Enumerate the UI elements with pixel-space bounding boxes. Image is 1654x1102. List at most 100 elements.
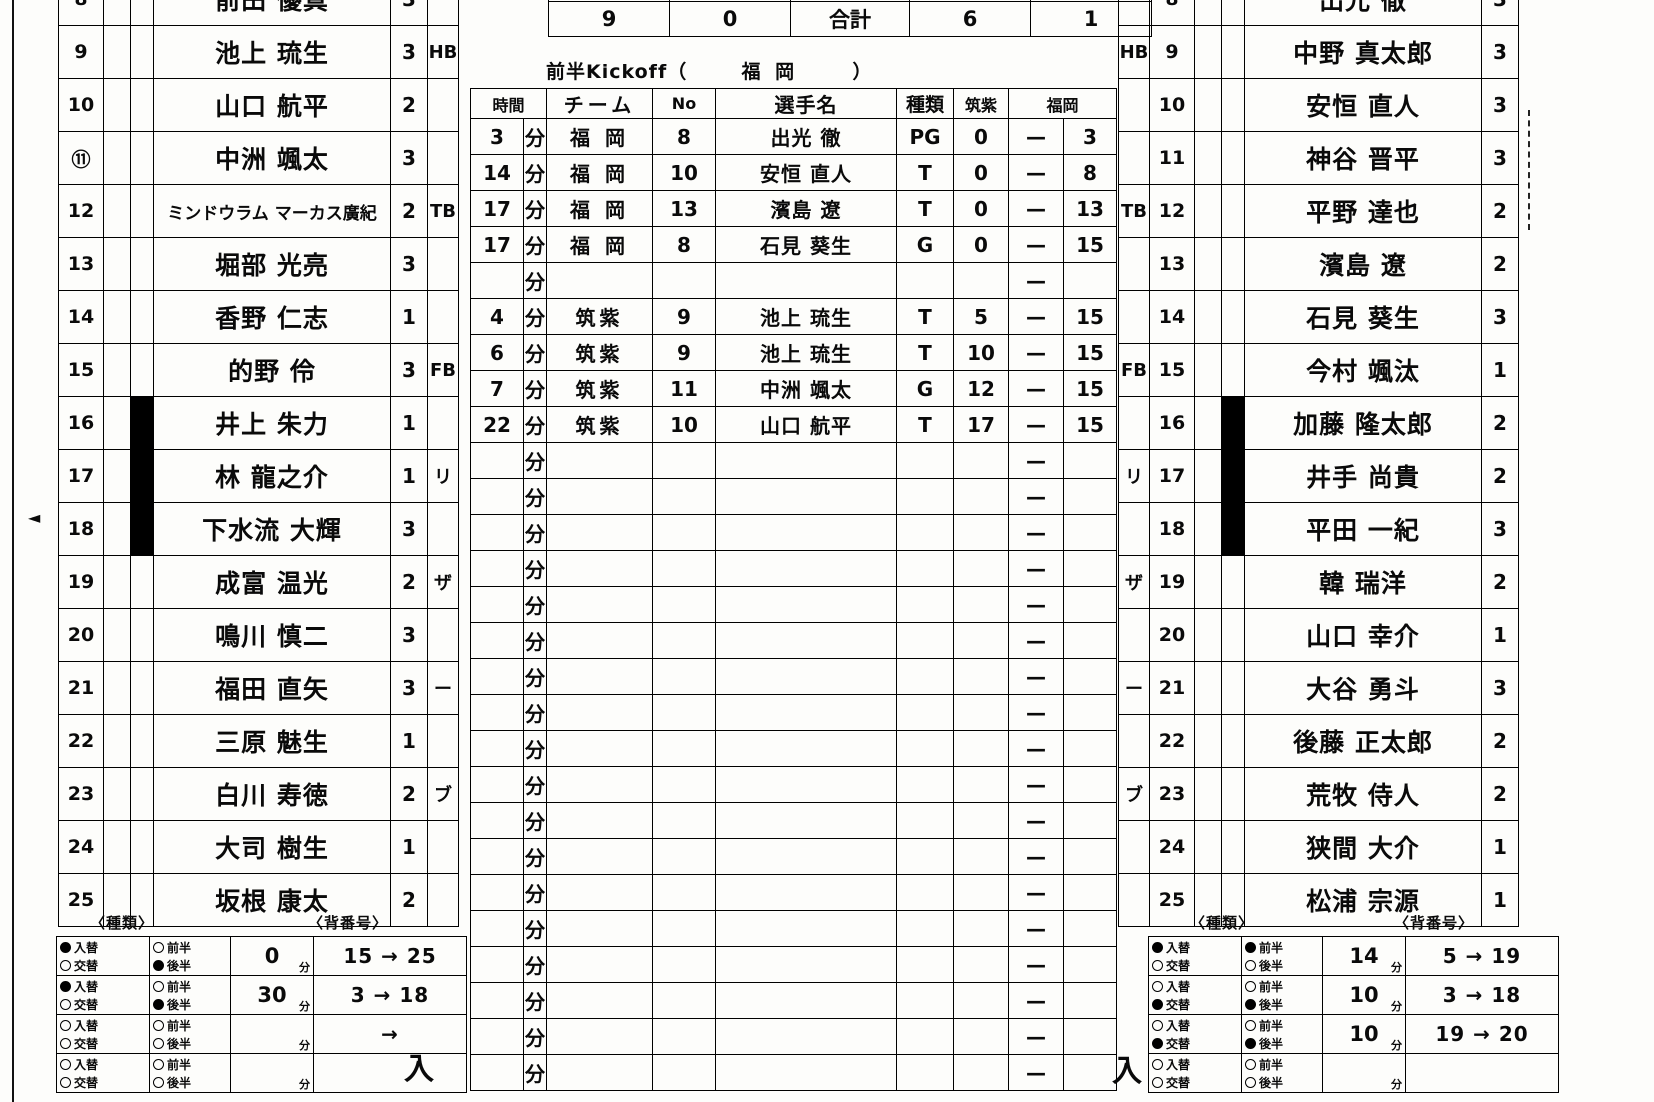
radio-option-後半[interactable]: 後半: [1242, 1034, 1322, 1052]
substitution-minute[interactable]: 10 分: [1322, 975, 1406, 1015]
player-check-cell[interactable]: [1194, 661, 1222, 715]
substitution-half-cell[interactable]: 前半 後半: [1241, 1014, 1323, 1054]
player-check-cell[interactable]: [1194, 343, 1222, 397]
radio-option-入替[interactable]: 入替: [57, 938, 149, 956]
player-check-cell[interactable]: [1194, 449, 1222, 503]
player-check-cell[interactable]: [103, 25, 131, 79]
player-check-cell[interactable]: [1194, 714, 1222, 768]
player-check-cell[interactable]: [103, 343, 131, 397]
player-check-cell[interactable]: [1194, 237, 1222, 291]
player-check-cell[interactable]: [103, 449, 131, 503]
substitution-minute[interactable]: 分: [230, 1053, 314, 1093]
player-check-cell[interactable]: [1194, 184, 1222, 238]
substitution-kind-cell[interactable]: 入替 交替: [56, 1053, 150, 1093]
radio-option-後半[interactable]: 後半: [150, 995, 230, 1013]
substitution-half-cell[interactable]: 前半 後半: [1241, 975, 1323, 1015]
player-check-cell[interactable]: [103, 608, 131, 662]
radio-option-交替[interactable]: 交替: [1149, 1073, 1241, 1091]
radio-option-入替[interactable]: 入替: [57, 1016, 149, 1034]
radio-option-入替[interactable]: 入替: [1149, 1055, 1241, 1073]
substitution-kind-cell[interactable]: 入替 交替: [1148, 936, 1242, 976]
player-check-cell[interactable]: [1194, 873, 1222, 927]
radio-option-入替[interactable]: 入替: [1149, 938, 1241, 956]
substitution-kind-cell[interactable]: 入替 交替: [1148, 1014, 1242, 1054]
substitution-minute[interactable]: 分: [230, 1014, 314, 1054]
substitution-numbers[interactable]: [1405, 1053, 1559, 1093]
player-check-cell[interactable]: [103, 396, 131, 450]
player-check-cell[interactable]: [103, 767, 131, 821]
player-check-cell[interactable]: [103, 714, 131, 768]
substitution-minute[interactable]: 30 分: [230, 975, 314, 1015]
substitution-kind-cell[interactable]: 入替 交替: [1148, 975, 1242, 1015]
radio-option-後半[interactable]: 後半: [1242, 995, 1322, 1013]
player-check-cell[interactable]: [1194, 131, 1222, 185]
radio-option-前半[interactable]: 前半: [150, 1055, 230, 1073]
scorelog-score-fukuoka: [1063, 1054, 1117, 1091]
substitution-half-cell[interactable]: 前半 後半: [1241, 1053, 1323, 1093]
radio-option-前半[interactable]: 前半: [1242, 1016, 1322, 1034]
substitution-half-cell[interactable]: 前半 後半: [149, 936, 231, 976]
player-check-cell[interactable]: [103, 78, 131, 132]
substitution-kind-cell[interactable]: 入替 交替: [56, 936, 150, 976]
radio-option-後半[interactable]: 後半: [150, 1073, 230, 1091]
radio-option-前半[interactable]: 前半: [150, 977, 230, 995]
radio-option-後半[interactable]: 後半: [1242, 956, 1322, 974]
radio-option-後半[interactable]: 後半: [150, 1034, 230, 1052]
player-check-cell[interactable]: [103, 237, 131, 291]
substitution-numbers[interactable]: 3 → 18: [313, 975, 467, 1015]
player-check-cell[interactable]: [1194, 555, 1222, 609]
player-check-cell[interactable]: [103, 290, 131, 344]
player-check-cell[interactable]: [103, 131, 131, 185]
player-check-cell[interactable]: [103, 502, 131, 556]
substitution-numbers[interactable]: 3 → 18: [1405, 975, 1559, 1015]
player-check-cell[interactable]: [103, 0, 131, 26]
substitution-numbers[interactable]: 5 → 19: [1405, 936, 1559, 976]
radio-option-入替[interactable]: 入替: [1149, 1016, 1241, 1034]
substitution-numbers[interactable]: →: [313, 1014, 467, 1054]
player-check-cell[interactable]: [1194, 396, 1222, 450]
radio-option-交替[interactable]: 交替: [1149, 956, 1241, 974]
radio-option-前半[interactable]: 前半: [1242, 977, 1322, 995]
player-check-cell[interactable]: [1194, 767, 1222, 821]
player-check-cell[interactable]: [1194, 608, 1222, 662]
substitution-minute[interactable]: 分: [1322, 1053, 1406, 1093]
radio-option-前半[interactable]: 前半: [1242, 1055, 1322, 1073]
substitution-half-cell[interactable]: 前半 後半: [149, 975, 231, 1015]
substitution-numbers[interactable]: [313, 1053, 467, 1093]
radio-option-前半[interactable]: 前半: [150, 1016, 230, 1034]
player-check-cell[interactable]: [103, 184, 131, 238]
substitution-numbers[interactable]: 15 → 25: [313, 936, 467, 976]
radio-option-交替[interactable]: 交替: [57, 1073, 149, 1091]
substitution-kind-cell[interactable]: 入替 交替: [56, 1014, 150, 1054]
substitution-kind-cell[interactable]: 入替 交替: [56, 975, 150, 1015]
radio-option-交替[interactable]: 交替: [1149, 1034, 1241, 1052]
player-check-cell[interactable]: [1194, 0, 1222, 26]
substitution-half-cell[interactable]: 前半 後半: [149, 1053, 231, 1093]
player-check-cell[interactable]: [103, 555, 131, 609]
radio-option-前半[interactable]: 前半: [150, 938, 230, 956]
radio-option-後半[interactable]: 後半: [150, 956, 230, 974]
substitution-numbers[interactable]: 19 → 20: [1405, 1014, 1559, 1054]
substitution-minute[interactable]: 10 分: [1322, 1014, 1406, 1054]
radio-option-交替[interactable]: 交替: [1149, 995, 1241, 1013]
player-check-cell[interactable]: [1194, 502, 1222, 556]
substitution-half-cell[interactable]: 前半 後半: [1241, 936, 1323, 976]
radio-option-前半[interactable]: 前半: [1242, 938, 1322, 956]
player-check-cell[interactable]: [103, 820, 131, 874]
radio-option-交替[interactable]: 交替: [57, 1034, 149, 1052]
substitution-minute[interactable]: 14 分: [1322, 936, 1406, 976]
radio-option-交替[interactable]: 交替: [57, 956, 149, 974]
substitution-half-cell[interactable]: 前半 後半: [149, 1014, 231, 1054]
player-check-cell[interactable]: [1194, 820, 1222, 874]
player-check-cell[interactable]: [103, 661, 131, 715]
player-check-cell[interactable]: [1194, 25, 1222, 79]
radio-option-入替[interactable]: 入替: [1149, 977, 1241, 995]
radio-option-後半[interactable]: 後半: [1242, 1073, 1322, 1091]
radio-option-交替[interactable]: 交替: [57, 995, 149, 1013]
substitution-kind-cell[interactable]: 入替 交替: [1148, 1053, 1242, 1093]
player-check-cell[interactable]: [1194, 78, 1222, 132]
radio-option-入替[interactable]: 入替: [57, 977, 149, 995]
player-check-cell[interactable]: [1194, 290, 1222, 344]
radio-option-入替[interactable]: 入替: [57, 1055, 149, 1073]
